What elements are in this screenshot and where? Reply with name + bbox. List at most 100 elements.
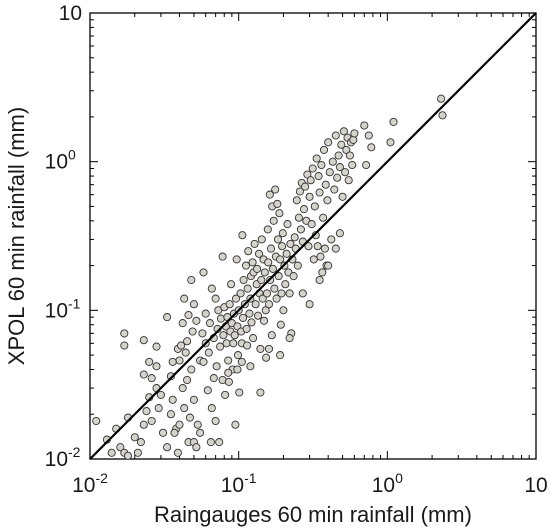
data-point [289,272,298,281]
data-point [248,258,257,267]
data-point [323,196,332,205]
data-point [338,192,347,201]
data-point [250,239,259,248]
data-point [133,448,142,457]
data-point [233,351,243,360]
data-point [317,160,326,170]
data-point [261,306,270,315]
data-point [198,329,207,338]
data-point [272,294,281,303]
data-point [211,294,220,303]
data-point [328,157,337,166]
data-point [116,443,125,452]
data-point [331,244,340,253]
data-point [306,176,315,185]
data-point [335,229,344,238]
y-tick-label: 10 [45,448,68,471]
x-tick-label: 100 [372,470,403,497]
data-point [232,255,241,264]
data-point [342,145,351,154]
data-point [270,284,279,293]
data-point [273,235,283,244]
data-point [235,388,244,397]
data-point [310,202,319,211]
data-point [320,244,329,253]
x-tick-label: 10-1 [221,470,257,497]
data-point [154,404,163,413]
y-tick-label: 10 [45,299,68,322]
data-point [192,443,201,452]
data-point [309,255,318,264]
data-point [257,235,266,244]
data-point [348,160,357,170]
data-point [367,143,376,152]
data-point [170,428,179,437]
data-point [207,404,216,413]
data-point [345,151,354,160]
data-point [243,341,252,350]
y-axis-label: XPOL 60 min rainfall (mm) [4,107,29,365]
data-point [175,356,184,365]
data-point [218,252,227,261]
data-point [236,289,245,298]
data-point [294,213,303,222]
data-point [259,316,269,325]
data-point [244,247,253,256]
data-point [260,268,269,277]
data-point [185,413,194,422]
data-point [273,199,282,208]
data-point [224,377,233,386]
data-point [276,320,285,329]
data-point [178,384,187,393]
data-point [263,225,272,234]
data-point [262,289,272,298]
data-point [193,420,202,429]
data-point [177,341,186,350]
plot-frame [89,12,537,460]
y-tick-label: 10 [45,151,68,174]
data-point [142,407,151,416]
data-point [333,173,342,182]
data-point [264,300,274,309]
data-point [285,334,294,343]
data-point [216,314,225,323]
data-point [438,111,447,120]
data-point [158,428,168,437]
data-point [187,275,196,285]
data-point [341,168,350,177]
data-point [265,190,274,199]
data-point [344,176,353,185]
data-point [175,420,184,429]
data-point [316,252,325,261]
data-point [283,220,292,229]
data-point [276,255,285,264]
data-point [257,275,266,285]
data-point [311,231,320,240]
data-point [139,336,148,345]
data-point [275,209,284,218]
data-point [299,205,309,214]
data-points [92,94,447,460]
data-point [264,258,273,267]
data-point [231,420,240,429]
data-point [241,261,251,270]
data-point [274,272,283,281]
data-point [315,188,324,197]
data-point [296,225,305,234]
data-point [180,294,189,303]
data-point [279,306,288,315]
data-point [295,187,304,196]
data-point [324,261,333,270]
data-point [120,329,129,338]
data-point [237,357,246,366]
data-point [227,280,236,289]
x-tick-label: 10-2 [72,470,108,497]
data-point [266,244,276,253]
data-point [313,242,322,251]
data-point [139,420,148,429]
data-point [304,242,313,251]
data-point [238,231,247,240]
data-point [364,131,373,140]
data-point [233,365,242,374]
y-tick-label: 10 [59,2,82,25]
